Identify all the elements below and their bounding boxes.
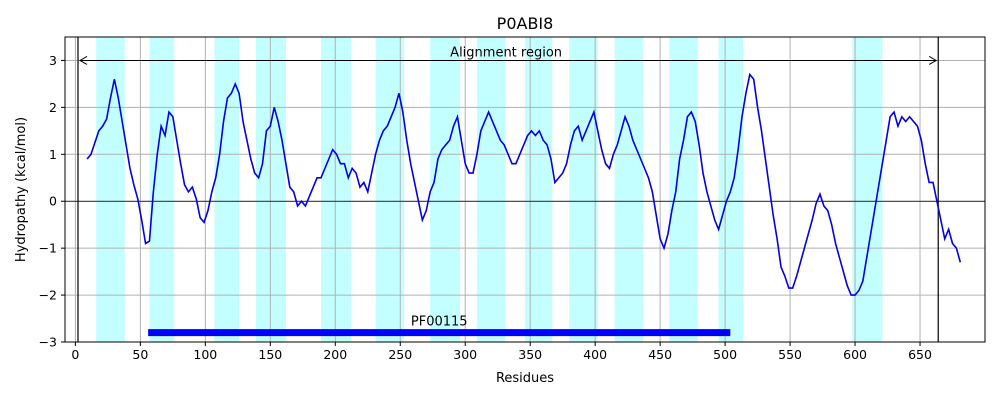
tm-band-12	[669, 37, 698, 342]
tm-band-3	[214, 37, 240, 342]
y-tick-label: 2	[49, 100, 57, 115]
tm-band-6	[375, 37, 405, 342]
x-tick-label: 50	[132, 347, 148, 362]
x-tick-label: 0	[71, 347, 79, 362]
y-tick-label: −1	[39, 241, 57, 256]
axis-ticks: 0 50 100 150 200 250 300 350 400 450 500 550 600 650 −…	[39, 53, 932, 362]
tm-band-7	[430, 37, 461, 342]
x-tick-label: 300	[453, 347, 477, 362]
x-tick-label: 200	[323, 347, 347, 362]
domain-label: PF00115	[411, 315, 468, 330]
tm-band-4	[256, 37, 286, 342]
tm-band-11	[614, 37, 644, 342]
y-tick-label: 0	[49, 194, 57, 209]
y-axis-label: Hydropathy (kcal/mol)	[14, 117, 29, 262]
chart-title: P0ABI8	[497, 14, 554, 33]
tm-band-5	[320, 37, 351, 342]
y-tick-label: −2	[39, 288, 57, 303]
tm-band-1	[96, 37, 125, 342]
x-tick-label: 550	[778, 347, 802, 362]
x-axis-label: Residues	[496, 371, 554, 386]
x-tick-label: 400	[583, 347, 607, 362]
y-tick-label: 3	[49, 53, 57, 68]
y-tick-label: 1	[49, 147, 57, 162]
x-tick-label: 350	[518, 347, 542, 362]
alignment-boundary-lines	[77, 37, 939, 342]
x-tick-label: 500	[713, 347, 737, 362]
alignment-arrow-right-head	[928, 56, 938, 65]
tm-band-8	[476, 37, 506, 342]
y-tick-label: −3	[39, 335, 57, 350]
tm-segment-bands	[96, 37, 883, 342]
tm-band-10	[569, 37, 598, 342]
tm-band-9	[525, 37, 553, 342]
x-tick-label: 450	[648, 347, 672, 362]
x-tick-label: 100	[193, 347, 217, 362]
hydropathy-series-line	[86, 72, 962, 296]
x-tick-label: 650	[908, 347, 932, 362]
x-tick-label: 600	[843, 347, 867, 362]
domain-bar	[148, 329, 731, 337]
x-tick-label: 250	[388, 347, 412, 362]
alignment-region-arrow	[78, 56, 938, 65]
alignment-arrow-left-head	[78, 56, 88, 65]
x-tick-label: 150	[258, 347, 282, 362]
alignment-region-label: Alignment region	[450, 45, 562, 60]
plot-frame	[64, 36, 986, 343]
